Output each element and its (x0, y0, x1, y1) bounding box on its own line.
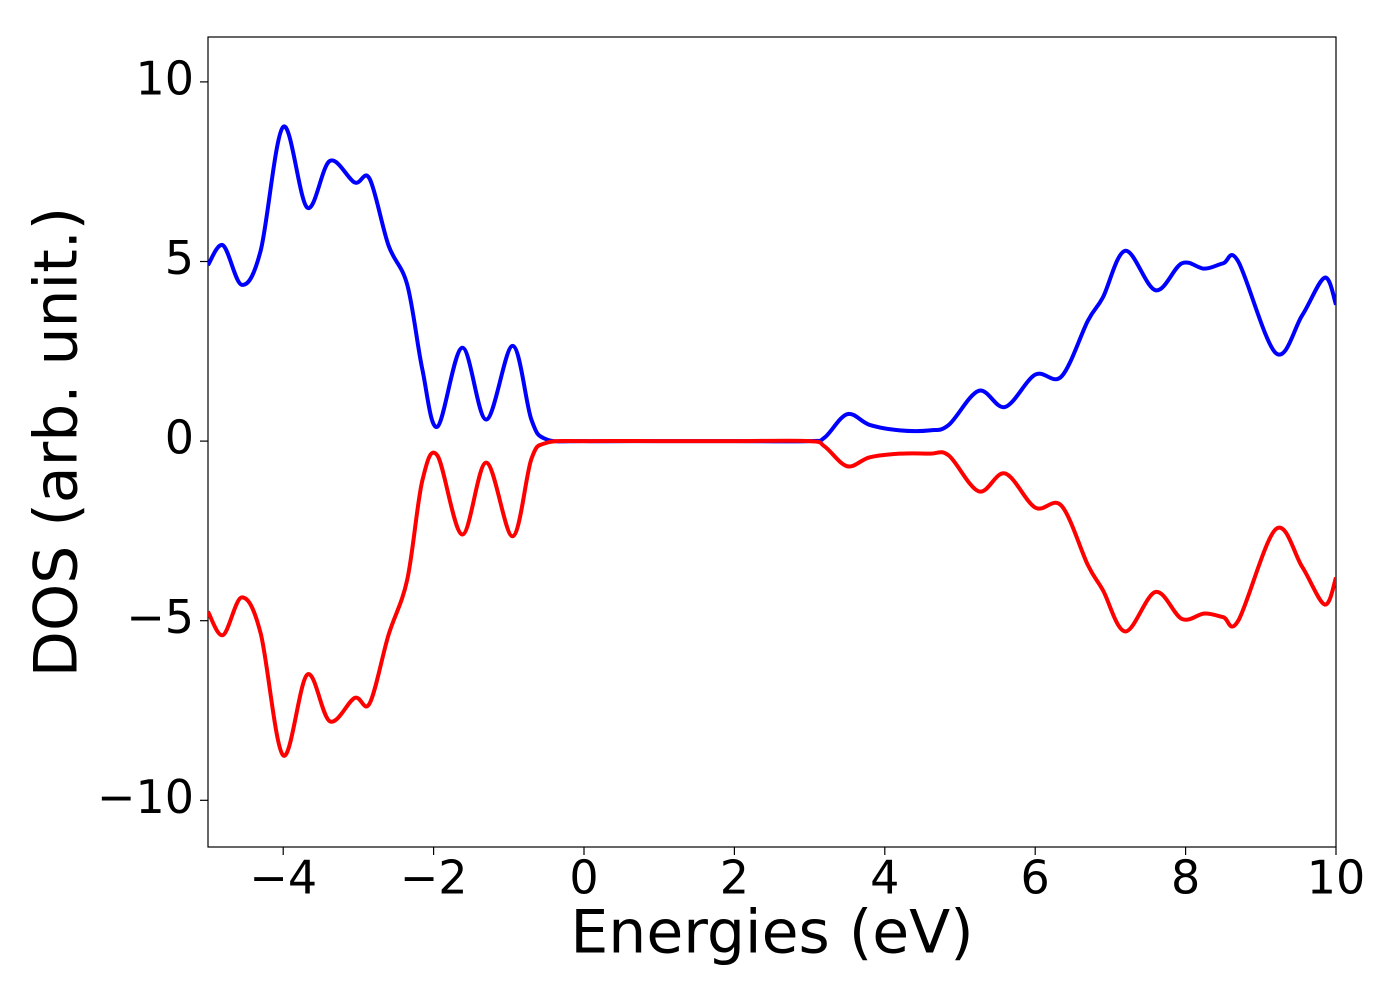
y-tick-label: −10 (97, 770, 194, 824)
y-axis-label: DOS (arb. unit.) (22, 207, 92, 677)
x-tick-label: 8 (1171, 851, 1200, 905)
y-tick-label: 10 (135, 51, 194, 105)
x-tick-label: 2 (720, 851, 749, 905)
x-axis-label: Energies (eV) (570, 898, 973, 968)
x-tick-label: −2 (400, 851, 468, 905)
x-tick-label: −4 (249, 851, 317, 905)
x-tick-label: 4 (870, 851, 899, 905)
x-tick-label: 0 (569, 851, 598, 905)
y-tick-label: 0 (165, 411, 194, 465)
x-tick-label: 6 (1021, 851, 1050, 905)
x-tick-label: 10 (1307, 851, 1366, 905)
y-tick-label: −5 (126, 590, 194, 644)
lines (208, 124, 1336, 758)
y-tick-label: 5 (165, 231, 194, 285)
series-line (208, 438, 1336, 758)
